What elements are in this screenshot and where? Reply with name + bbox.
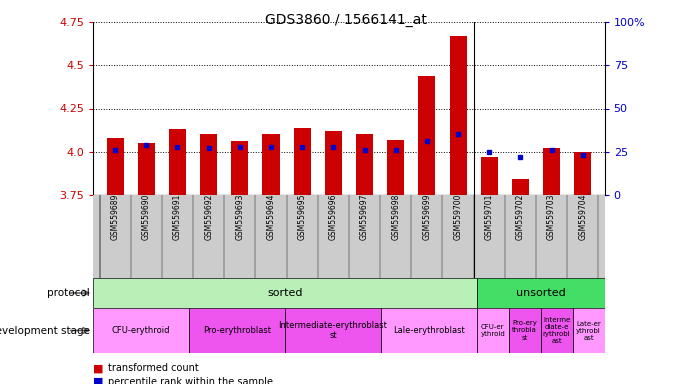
Bar [200,134,217,195]
Bar [477,278,605,308]
Bar [573,308,605,353]
Bar [512,179,529,195]
Bar [540,308,573,353]
Bar [418,76,435,195]
Bar [93,278,477,308]
Bar [325,131,342,195]
Text: Lale-erythroblast: Lale-erythroblast [393,326,465,335]
Bar [294,127,311,195]
Bar [509,308,540,353]
Bar [543,148,560,195]
Text: CFU-erythroid: CFU-erythroid [112,326,171,335]
Bar [477,308,509,353]
Bar [106,138,124,195]
Bar [356,134,373,195]
Bar [387,140,404,195]
Bar [263,134,280,195]
Bar [574,152,591,195]
Text: ■: ■ [93,363,104,373]
Bar [169,129,186,195]
Text: protocol: protocol [47,288,90,298]
Bar [93,308,189,353]
Text: Interme
diate-e
rythrobl
ast: Interme diate-e rythrobl ast [543,317,571,344]
Text: Late-er
ythrobl
ast: Late-er ythrobl ast [576,321,601,341]
Bar [189,308,285,353]
Text: Pro-ery
throbla
st: Pro-ery throbla st [512,321,537,341]
Text: Pro-erythroblast: Pro-erythroblast [203,326,271,335]
Text: Intermediate-erythroblast
st: Intermediate-erythroblast st [278,321,388,340]
Bar [285,308,381,353]
Bar [381,308,477,353]
Text: transformed count: transformed count [108,363,199,373]
Text: sorted: sorted [267,288,303,298]
Bar [231,141,248,195]
Text: GDS3860 / 1566141_at: GDS3860 / 1566141_at [265,13,426,27]
Text: CFU-er
ythroid: CFU-er ythroid [480,324,505,337]
Bar [138,143,155,195]
Text: unsorted: unsorted [516,288,565,298]
Text: ■: ■ [93,377,104,384]
Bar [450,36,466,195]
Bar [481,157,498,195]
Text: development stage: development stage [0,326,90,336]
Text: percentile rank within the sample: percentile rank within the sample [108,377,274,384]
